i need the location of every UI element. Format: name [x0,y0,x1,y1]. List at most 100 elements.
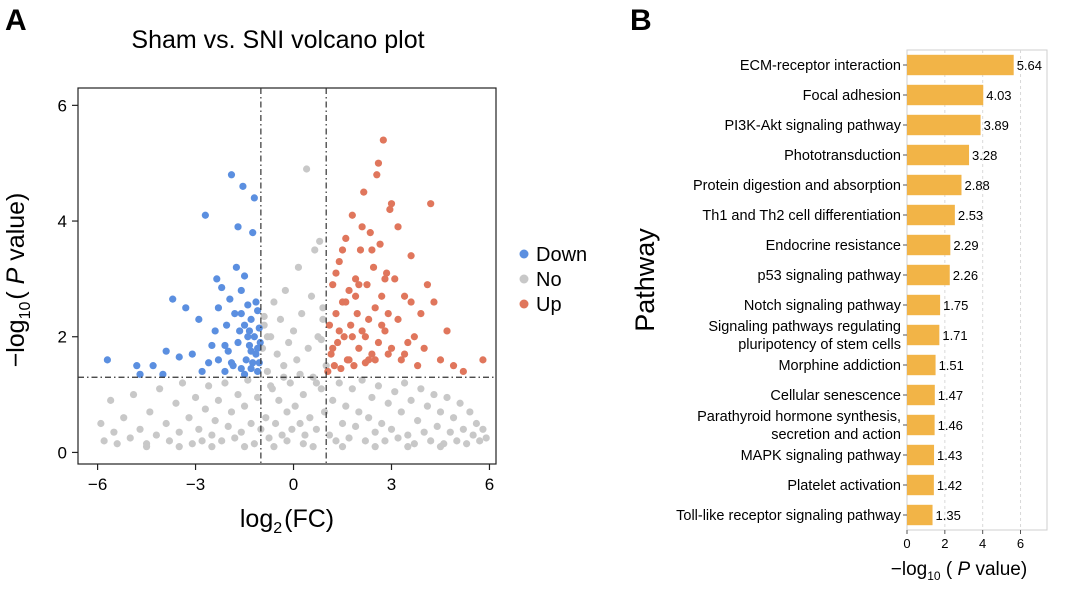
point-no [338,443,347,451]
point-up [374,159,383,167]
point-up [365,356,373,364]
point-up [400,292,409,300]
point-no [345,434,353,442]
point-up [325,321,334,329]
point-no [407,396,415,404]
point-no [397,408,405,416]
point-no [240,443,249,451]
panel-label-a: A [5,4,27,37]
point-no [221,379,229,387]
point-down [252,298,260,306]
category-label: Endocrine resistance [766,238,901,254]
point-no [270,298,278,306]
point-down [247,315,255,323]
point-no [185,414,193,422]
category-label: Parathyroid hormone synthesis, [697,409,901,425]
point-no [355,408,363,416]
point-no [188,440,196,448]
point-no [107,396,115,404]
point-up [371,356,379,364]
x-tick-label: 3 [387,475,396,494]
y-tick-label: 2 [58,328,67,347]
point-up [479,356,487,364]
point-up [376,240,384,248]
point-down [244,333,252,341]
point-no [175,428,183,436]
point-no [466,408,474,416]
point-down [240,272,249,280]
bar [907,84,984,106]
x-tick-label: 0 [289,475,298,494]
point-down [254,344,262,352]
point-up [414,362,422,370]
point-down [211,327,219,335]
point-up [365,315,373,323]
point-no [319,304,327,312]
point-up [373,171,381,179]
category-label: Platelet activation [787,478,901,494]
point-up [449,362,458,370]
point-no [459,425,467,433]
point-down [254,367,262,376]
point-up [420,344,428,352]
point-down [247,347,255,355]
point-no [414,417,422,425]
category-label: PI3K-Akt signaling pathway [724,118,901,134]
point-up [356,246,365,254]
bar-value-label: 1.51 [939,358,964,373]
point-no [294,263,303,271]
point-up [366,229,374,237]
point-no [244,376,252,384]
point-no [299,390,307,399]
point-no [275,396,283,404]
point-no [201,405,209,413]
point-up [378,292,386,300]
point-down [231,310,239,318]
point-no [436,443,445,451]
point-down [255,359,263,367]
point-no [384,399,392,407]
category-label: secretion and action [771,427,901,443]
point-up [391,275,399,283]
point-no [322,362,330,370]
category-label: MAPK signaling pathway [741,448,902,464]
point-up [443,327,451,335]
point-no [361,437,369,445]
point-no [316,237,324,245]
point-down [198,367,206,376]
point-no [285,338,293,347]
y-axis-label: Pathway [630,228,660,332]
point-no [286,379,294,387]
point-up [342,234,350,242]
point-no [469,431,477,439]
point-up [345,356,353,364]
bar [907,444,935,466]
point-no [296,419,304,428]
point-no [299,440,307,448]
bar [907,144,970,166]
point-no [387,425,396,433]
point-no [329,396,337,404]
point-up [410,333,418,341]
point-up [386,205,394,214]
point-down [213,275,221,283]
point-no [306,414,314,422]
point-up [335,327,343,335]
category-label: ECM-receptor interaction [740,58,901,74]
point-no [283,408,291,416]
point-up [423,281,432,289]
category-label: Focal adhesion [803,88,901,104]
point-no [172,399,180,407]
point-up [397,356,405,364]
y-tick-label: 0 [58,443,67,462]
point-no [280,362,288,370]
point-no [237,428,245,436]
legend-label: Up [536,294,562,316]
point-up [407,252,415,260]
point-up [351,292,360,300]
point-down [240,321,249,329]
point-up [329,281,337,289]
point-no [152,431,160,439]
point-no [453,437,461,445]
point-no [211,417,219,425]
